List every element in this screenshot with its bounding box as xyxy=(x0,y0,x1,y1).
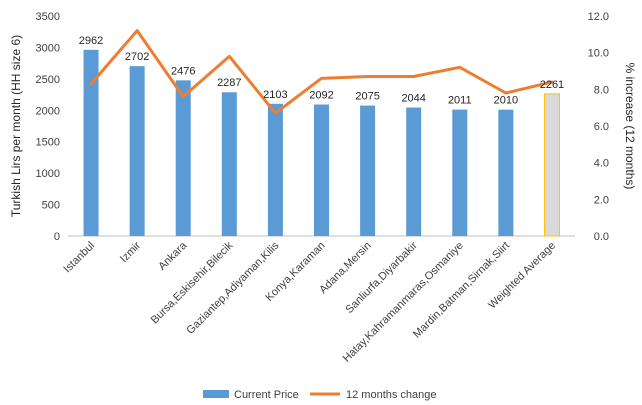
bar-data-label: 2702 xyxy=(125,51,149,63)
bar-data-label: 2476 xyxy=(171,65,195,77)
x-tick-label: Bursa,Eskisehir,Bilecik xyxy=(149,239,236,326)
bar xyxy=(498,109,514,236)
x-tick-label: Mardin,Batman,Sirnak,Siirt xyxy=(411,240,512,341)
y-right-tick-label: 12.0 xyxy=(588,11,609,23)
bar xyxy=(129,66,145,236)
y-left-tick-label: 500 xyxy=(42,200,60,212)
bar-data-label: 2075 xyxy=(355,91,379,103)
y-left-tick-label: 2500 xyxy=(36,74,60,86)
bar xyxy=(221,92,237,236)
bar xyxy=(175,80,191,236)
y-right-tick-label: 8.0 xyxy=(594,84,609,96)
legend-label-12-months-change: 12 months change xyxy=(346,389,437,401)
y-right-tick-label: 0.0 xyxy=(594,231,609,243)
left-axis-title: Turkish Lirs per month (HH size 6) xyxy=(9,35,23,217)
bar-data-label: 2103 xyxy=(263,89,287,101)
y-left-tick-label: 1000 xyxy=(36,168,60,180)
bar xyxy=(360,105,376,236)
y-left-tick-label: 1500 xyxy=(36,137,60,149)
legend: Current Price 12 months change xyxy=(203,389,437,401)
y-right-tick-label: 4.0 xyxy=(594,158,609,170)
legend-label-current-price: Current Price xyxy=(234,389,299,401)
bar-data-label: 2010 xyxy=(494,95,518,107)
bar-series-current-price xyxy=(83,49,560,237)
y-left-tick-label: 3500 xyxy=(36,11,60,23)
right-axis-title: % increase (12 months) xyxy=(623,63,637,190)
bar xyxy=(267,103,283,236)
y-left-tick-label: 3000 xyxy=(36,42,60,54)
bar-weighted-average xyxy=(543,93,560,237)
line-series-12-months-change xyxy=(89,29,554,115)
x-tick-label: Istanbul xyxy=(61,240,97,276)
x-tick-label: Gaziantep,Adiyaman,Kilis xyxy=(184,239,281,336)
y-right-tick-label: 2.0 xyxy=(594,194,609,206)
bar xyxy=(314,104,329,236)
bar-data-label: 2092 xyxy=(309,90,333,102)
bar xyxy=(406,107,422,237)
data-labels: 2962 2702 2476 2287 2103 2092 2075 2044 2011 2010… xyxy=(79,35,564,107)
y-right-tick-label: 10.0 xyxy=(588,48,609,60)
x-tick-label: Ankara xyxy=(156,239,190,273)
line-12-months-change xyxy=(89,29,554,115)
y-left-tick-label: 0 xyxy=(54,231,60,243)
bar-data-label: 2962 xyxy=(79,35,103,47)
bar xyxy=(452,109,468,236)
x-tick-label: Izmir xyxy=(118,239,144,265)
bar-data-label: 2011 xyxy=(448,95,472,107)
y-right-tick-label: 6.0 xyxy=(594,121,609,133)
legend-swatch-current-price xyxy=(203,390,229,398)
y-left-tick-label: 2000 xyxy=(36,105,60,117)
bar-data-label: 2261 xyxy=(540,79,564,91)
bar-data-label: 2044 xyxy=(401,93,425,105)
bar-data-label: 2287 xyxy=(217,77,241,89)
bar xyxy=(83,49,99,237)
